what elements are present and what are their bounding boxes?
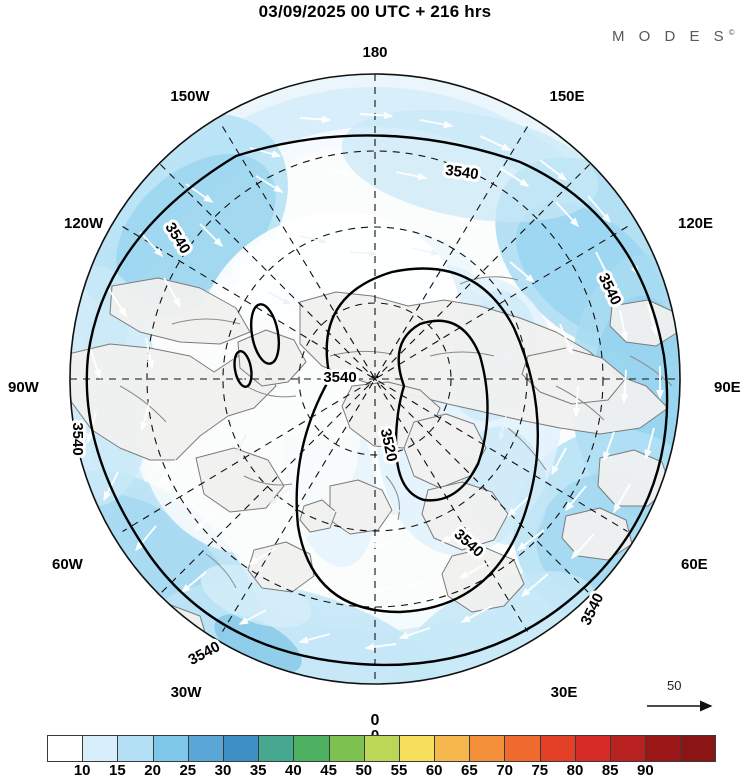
colorbar-tick-35: 35 bbox=[249, 762, 267, 779]
graticule bbox=[70, 74, 680, 684]
colorbar-cell-13 bbox=[504, 735, 540, 762]
colorbar-cell-2 bbox=[117, 735, 153, 762]
colorbar-zero-label: 0 bbox=[370, 712, 380, 729]
colorbar-tick-75: 75 bbox=[531, 762, 549, 779]
lon-label-30e: 30E bbox=[550, 684, 578, 701]
wind-vectors bbox=[86, 111, 664, 651]
colorbar-tick-30: 30 bbox=[214, 762, 232, 779]
contour-label-3540: 3540 bbox=[323, 369, 356, 386]
height-contours bbox=[85, 134, 669, 667]
wind-scale-arrow-icon bbox=[647, 700, 713, 712]
coastlines bbox=[70, 277, 679, 661]
lon-label-30w: 30W bbox=[170, 684, 202, 701]
colorbar-tick-45: 45 bbox=[320, 762, 337, 779]
colorbar-cell-3 bbox=[152, 735, 188, 762]
page-title: 03/09/2025 00 UTC + 216 hrs bbox=[258, 2, 492, 21]
colorbar-tick-labels: 10 15 20 25 30 35 40 45 50 55 60 65 70 75 80 85 90 bbox=[0, 762, 750, 782]
colorbar-cell-6 bbox=[258, 735, 294, 762]
colorbar-tick-60: 60 bbox=[425, 762, 443, 779]
wind-scale-value: 50 bbox=[667, 678, 682, 693]
lon-label-150w: 150W bbox=[170, 88, 210, 105]
contour-label-3520: 3520 bbox=[377, 427, 401, 463]
colorbar-tick-55: 55 bbox=[390, 762, 408, 779]
lon-label-90w: 90W bbox=[8, 379, 39, 396]
colorbar-cell-7 bbox=[293, 735, 329, 762]
colorbar-cell-16 bbox=[610, 735, 646, 762]
svg-text:3540: 3540 bbox=[323, 369, 356, 386]
wind-vector-scale: 50 bbox=[645, 678, 735, 716]
brand-text: M O D E S bbox=[612, 28, 729, 45]
globe-outline bbox=[69, 73, 681, 685]
lon-label-120w: 120W bbox=[64, 215, 104, 232]
map-field bbox=[70, 74, 680, 684]
colorbar-cell-9 bbox=[363, 735, 399, 762]
colorbar-cell-14 bbox=[539, 735, 575, 762]
colorbar-cell-17 bbox=[645, 735, 681, 762]
lon-label-90e: 90E bbox=[714, 379, 741, 396]
colorbar-tick-85: 85 bbox=[601, 762, 619, 779]
colorbar-cell-8 bbox=[328, 735, 364, 762]
colorbar-cell-18 bbox=[680, 735, 716, 762]
colorbar-tick-25: 25 bbox=[179, 762, 197, 779]
lon-label-120e: 120E bbox=[678, 215, 714, 232]
polar-map: 3540 3540 3540 3540 3540 3540 3540 3540 3540 3540… bbox=[0, 44, 750, 744]
colorbar-cell-1 bbox=[82, 735, 118, 762]
coastline-detail bbox=[119, 276, 673, 589]
colorbar-tick-65: 65 bbox=[461, 762, 478, 779]
colorbar-cell-15 bbox=[574, 735, 610, 762]
contour-label-3540: 3540 bbox=[186, 638, 223, 669]
modes-logo: M O D E S© bbox=[612, 28, 735, 45]
colorbar-cell-11 bbox=[434, 735, 470, 762]
colorbar bbox=[47, 735, 716, 762]
map-canvas: 3540354035403540354035403540354035403540… bbox=[66, 73, 681, 685]
colorbar-cell-4 bbox=[187, 735, 223, 762]
colorbar-tick-50: 50 bbox=[355, 762, 373, 779]
colorbar-cell-12 bbox=[469, 735, 505, 762]
colorbar-cell-0 bbox=[47, 735, 83, 762]
colorbar-cell-10 bbox=[398, 735, 435, 762]
colorbar-tick-70: 70 bbox=[496, 762, 513, 779]
colorbar-tick-80: 80 bbox=[566, 762, 584, 779]
lon-label-150e: 150E bbox=[549, 88, 585, 105]
colorbar-tick-10: 10 bbox=[73, 762, 91, 779]
colorbar-tick-20: 20 bbox=[144, 762, 161, 779]
contour-label-3540: 3540 bbox=[69, 422, 86, 455]
lon-label-60w: 60W bbox=[52, 556, 83, 573]
colorbar-tick-40: 40 bbox=[285, 762, 302, 779]
colorbar-tick-15: 15 bbox=[109, 762, 126, 779]
colorbar-cell-5 bbox=[222, 735, 259, 762]
lon-label-60e: 60E bbox=[681, 556, 708, 573]
svg-text:3540: 3540 bbox=[69, 422, 86, 455]
colorbar-tick-90: 90 bbox=[637, 762, 654, 779]
contour-label-3540: 3540 bbox=[444, 162, 479, 183]
copyright-mark: © bbox=[728, 28, 735, 37]
lon-label-180: 180 bbox=[362, 44, 388, 61]
